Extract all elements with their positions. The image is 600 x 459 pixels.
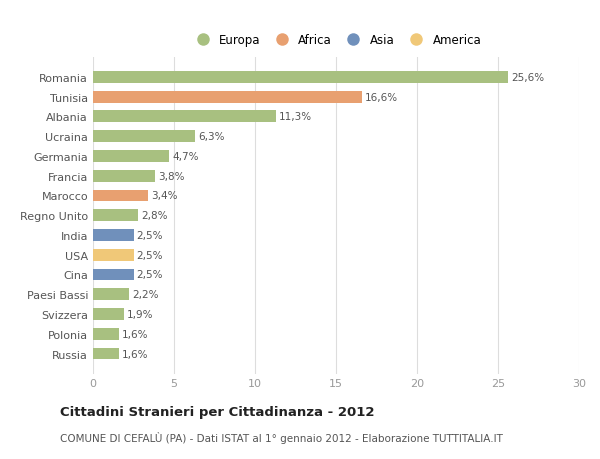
Bar	[93, 249, 133, 261]
Bar	[93, 111, 276, 123]
Bar	[93, 210, 139, 222]
Text: 3,4%: 3,4%	[151, 191, 178, 201]
Text: 2,5%: 2,5%	[137, 250, 163, 260]
Bar	[93, 230, 133, 241]
Text: 2,5%: 2,5%	[137, 230, 163, 241]
Bar	[93, 328, 119, 340]
Bar	[93, 348, 119, 360]
Text: COMUNE DI CEFALÙ (PA) - Dati ISTAT al 1° gennaio 2012 - Elaborazione TUTTITALIA.: COMUNE DI CEFALÙ (PA) - Dati ISTAT al 1°…	[60, 431, 503, 442]
Text: 2,5%: 2,5%	[137, 270, 163, 280]
Text: 1,9%: 1,9%	[127, 309, 154, 319]
Legend: Europa, Africa, Asia, America: Europa, Africa, Asia, America	[188, 32, 484, 49]
Bar	[93, 170, 155, 182]
Text: 6,3%: 6,3%	[198, 132, 225, 142]
Text: 11,3%: 11,3%	[279, 112, 313, 122]
Text: 25,6%: 25,6%	[511, 73, 544, 83]
Bar	[93, 308, 124, 320]
Bar	[93, 91, 362, 103]
Bar	[93, 269, 133, 281]
Text: 3,8%: 3,8%	[158, 171, 184, 181]
Text: 2,8%: 2,8%	[142, 211, 168, 221]
Bar	[93, 131, 195, 143]
Bar	[93, 151, 169, 162]
Text: Cittadini Stranieri per Cittadinanza - 2012: Cittadini Stranieri per Cittadinanza - 2…	[60, 405, 374, 419]
Bar	[93, 289, 128, 301]
Text: 2,2%: 2,2%	[132, 290, 158, 300]
Text: 16,6%: 16,6%	[365, 92, 398, 102]
Bar	[93, 190, 148, 202]
Bar	[93, 72, 508, 84]
Text: 1,6%: 1,6%	[122, 329, 149, 339]
Text: 1,6%: 1,6%	[122, 349, 149, 359]
Text: 4,7%: 4,7%	[172, 151, 199, 162]
